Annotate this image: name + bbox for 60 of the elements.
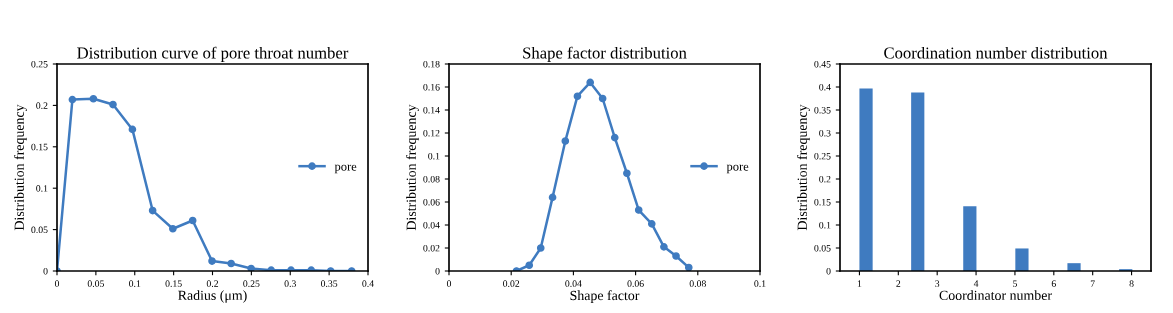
x-tick-label: 4: [973, 280, 979, 287]
y-tick-label: 0.05: [31, 226, 48, 234]
y-axis-title: Distribution frequency: [14, 104, 27, 231]
x-tick-label: 2: [896, 280, 901, 287]
y-axis-title: Distribution frequency: [406, 104, 419, 231]
x-axis-title: Radius (μm): [178, 290, 247, 303]
y-tick-label: 0.3: [819, 129, 831, 137]
x-tick-label: 0.04: [565, 280, 582, 287]
y-tick-label: 0.16: [423, 83, 440, 91]
x-tick-label: 7: [1090, 280, 1095, 287]
x-tick-label: 0.08: [689, 280, 706, 287]
x-tick-label: 0.15: [165, 280, 182, 287]
x-tick-label: 0.4: [362, 280, 374, 287]
y-tick-label: 0: [435, 267, 440, 275]
x-tick-label: 0: [54, 280, 60, 287]
y-tick-label: 0.1: [428, 152, 440, 160]
x-tick-label: 0.1: [754, 280, 766, 287]
x-tick-label: 3: [935, 280, 940, 287]
x-tick-label: 0.25: [243, 280, 260, 287]
legend-label: pore: [726, 164, 749, 174]
y-tick-label: 0.08: [423, 175, 440, 183]
x-tick-label: 8: [1129, 280, 1134, 287]
y-tick-label: 0.35: [814, 106, 831, 114]
y-tick-label: 0.25: [31, 60, 48, 68]
chart-title: Coordination number distribution: [884, 46, 1108, 59]
y-tick-label: 0.12: [423, 129, 440, 137]
x-tick-label: 0.3: [284, 280, 296, 287]
x-tick-label: 6: [1051, 280, 1056, 287]
y-tick-label: 0.15: [814, 198, 831, 206]
y-tick-label: 0.18: [423, 60, 440, 68]
legend-label: pore: [334, 164, 357, 174]
x-axis-title: Coordinator number: [939, 290, 1052, 301]
x-axis-title: Shape factor: [570, 290, 640, 303]
y-tick-label: 0.04: [423, 221, 440, 229]
x-tick-label: 5: [1013, 280, 1017, 287]
chart-title: Shape factor distribution: [523, 46, 687, 62]
x-tick-label: 1: [857, 280, 862, 287]
y-tick-label: 0.06: [423, 198, 440, 206]
y-tick-label: 0.25: [814, 152, 831, 160]
y-tick-label: 0.2: [36, 102, 48, 109]
x-tick-label: 0.35: [320, 280, 338, 287]
y-tick-label: 0.1: [36, 185, 48, 192]
y-tick-label: 0.15: [31, 143, 48, 151]
x-tick-label: 0.05: [87, 280, 104, 287]
y-tick-label: 0.4: [819, 83, 831, 91]
x-tick-label: 0: [446, 280, 452, 287]
x-tick-label: 0.02: [503, 280, 520, 287]
y-tick-label: 0.14: [423, 106, 440, 114]
y-tick-label: 0.2: [819, 175, 831, 183]
y-tick-label: 0.1: [819, 221, 831, 229]
y-tick-label: 0: [43, 267, 48, 275]
y-tick-label: 0.02: [423, 244, 440, 252]
x-tick-label: 0.06: [627, 280, 644, 287]
x-tick-label: 0.2: [206, 280, 219, 287]
chart-title: Distribution curve of pore throat number: [77, 46, 349, 62]
y-tick-label: 0: [826, 267, 831, 275]
y-axis-title: Distribution frequency: [797, 104, 810, 231]
y-tick-label: 0.05: [814, 244, 831, 252]
x-tick-label: 0.1: [129, 280, 141, 287]
y-tick-label: 0.45: [814, 60, 831, 68]
